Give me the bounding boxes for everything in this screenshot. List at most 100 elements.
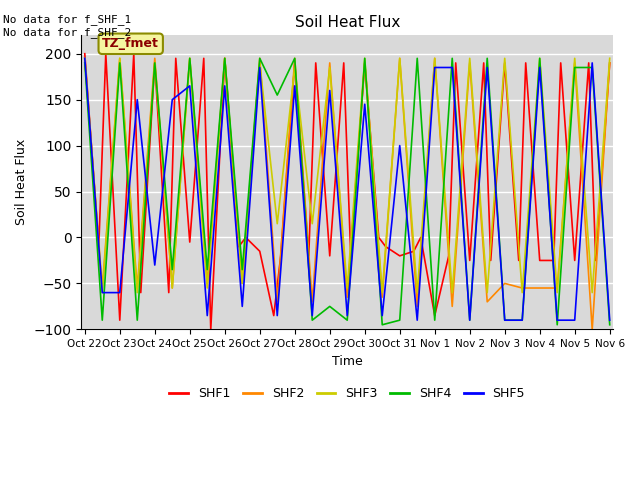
SHF1 <box>130 51 138 57</box>
SHF3 <box>291 65 299 71</box>
SHF4 <box>326 303 333 309</box>
SHF4 <box>536 55 543 61</box>
SHF5 <box>221 83 228 89</box>
SHF4 <box>186 55 194 61</box>
Legend: SHF1, SHF2, SHF3, SHF4, SHF5: SHF1, SHF2, SHF3, SHF4, SHF5 <box>164 383 530 406</box>
SHF1 <box>326 253 333 259</box>
SHF1 <box>501 60 509 66</box>
SHF4 <box>518 317 526 323</box>
SHF1 <box>480 60 488 66</box>
SHF2 <box>204 280 211 286</box>
Line: SHF2: SHF2 <box>84 58 610 329</box>
SHF1 <box>396 253 404 259</box>
SHF1 <box>571 258 579 264</box>
SHF4 <box>571 65 579 71</box>
SHF2 <box>466 60 474 66</box>
SHF4 <box>606 322 614 328</box>
SHF2 <box>221 55 228 61</box>
SHF1 <box>515 258 522 264</box>
SHF3 <box>431 55 438 61</box>
SHF2 <box>518 285 526 291</box>
Text: No data for f_SHF_1
No data for f_SHF_2: No data for f_SHF_1 No data for f_SHF_2 <box>3 14 131 38</box>
SHF4 <box>483 55 491 61</box>
SHF5 <box>536 65 543 71</box>
SHF3 <box>221 55 228 61</box>
SHF2 <box>449 303 456 309</box>
SHF2 <box>151 55 159 61</box>
SHF1 <box>242 235 250 240</box>
SHF4 <box>361 55 369 61</box>
SHF5 <box>431 65 438 71</box>
SHF5 <box>554 317 561 323</box>
SHF3 <box>239 280 246 286</box>
SHF3 <box>361 55 369 61</box>
SHF5 <box>116 290 124 296</box>
SHF5 <box>256 65 264 71</box>
SHF1 <box>347 253 355 259</box>
SHF5 <box>449 65 456 71</box>
SHF5 <box>204 312 211 318</box>
SHF1 <box>340 60 348 66</box>
SHF2 <box>273 299 281 305</box>
SHF2 <box>396 55 404 61</box>
SHF2 <box>168 285 176 291</box>
SHF3 <box>256 60 264 66</box>
SHF2 <box>291 55 299 61</box>
SHF1 <box>417 235 424 240</box>
SHF2 <box>588 326 596 332</box>
SHF4 <box>133 317 141 323</box>
SHF5 <box>168 97 176 103</box>
SHF5 <box>606 317 614 323</box>
SHF2 <box>186 55 194 61</box>
SHF5 <box>186 83 194 89</box>
SHF1 <box>172 55 180 61</box>
SHF5 <box>466 317 474 323</box>
SHF3 <box>326 65 333 71</box>
Text: TZ_fmet: TZ_fmet <box>102 37 159 50</box>
Line: SHF3: SHF3 <box>84 58 610 293</box>
SHF3 <box>344 285 351 291</box>
SHF5 <box>588 60 596 66</box>
SHF3 <box>466 55 474 61</box>
SHF4 <box>431 317 438 323</box>
SHF1 <box>445 253 452 259</box>
SHF4 <box>449 55 456 61</box>
SHF5 <box>396 143 404 148</box>
SHF1 <box>200 55 207 61</box>
SHF5 <box>133 97 141 103</box>
SHF3 <box>99 290 106 296</box>
SHF1 <box>95 244 102 250</box>
SHF5 <box>344 312 351 318</box>
SHF2 <box>344 294 351 300</box>
SHF4 <box>151 60 159 66</box>
SHF2 <box>378 294 386 300</box>
SHF3 <box>273 221 281 227</box>
SHF1 <box>452 60 460 66</box>
Title: Soil Heat Flux: Soil Heat Flux <box>294 15 400 30</box>
SHF2 <box>81 55 88 61</box>
SHF5 <box>151 262 159 268</box>
SHF3 <box>571 55 579 61</box>
SHF1 <box>431 312 438 318</box>
SHF3 <box>536 55 543 61</box>
SHF2 <box>571 60 579 66</box>
SHF1 <box>487 258 495 264</box>
SHF1 <box>151 60 159 66</box>
SHF1 <box>466 258 474 264</box>
SHF1 <box>137 290 145 296</box>
SHF2 <box>431 55 438 61</box>
SHF1 <box>557 60 564 66</box>
SHF2 <box>326 60 333 66</box>
Y-axis label: Soil Heat Flux: Soil Heat Flux <box>15 139 28 226</box>
X-axis label: Time: Time <box>332 355 363 368</box>
SHF1 <box>606 60 614 66</box>
SHF2 <box>256 55 264 61</box>
SHF2 <box>361 60 369 66</box>
SHF1 <box>116 317 124 323</box>
SHF2 <box>501 280 509 286</box>
SHF2 <box>239 280 246 286</box>
SHF3 <box>449 290 456 296</box>
SHF4 <box>221 55 228 61</box>
SHF5 <box>571 317 579 323</box>
SHF1 <box>522 60 529 66</box>
